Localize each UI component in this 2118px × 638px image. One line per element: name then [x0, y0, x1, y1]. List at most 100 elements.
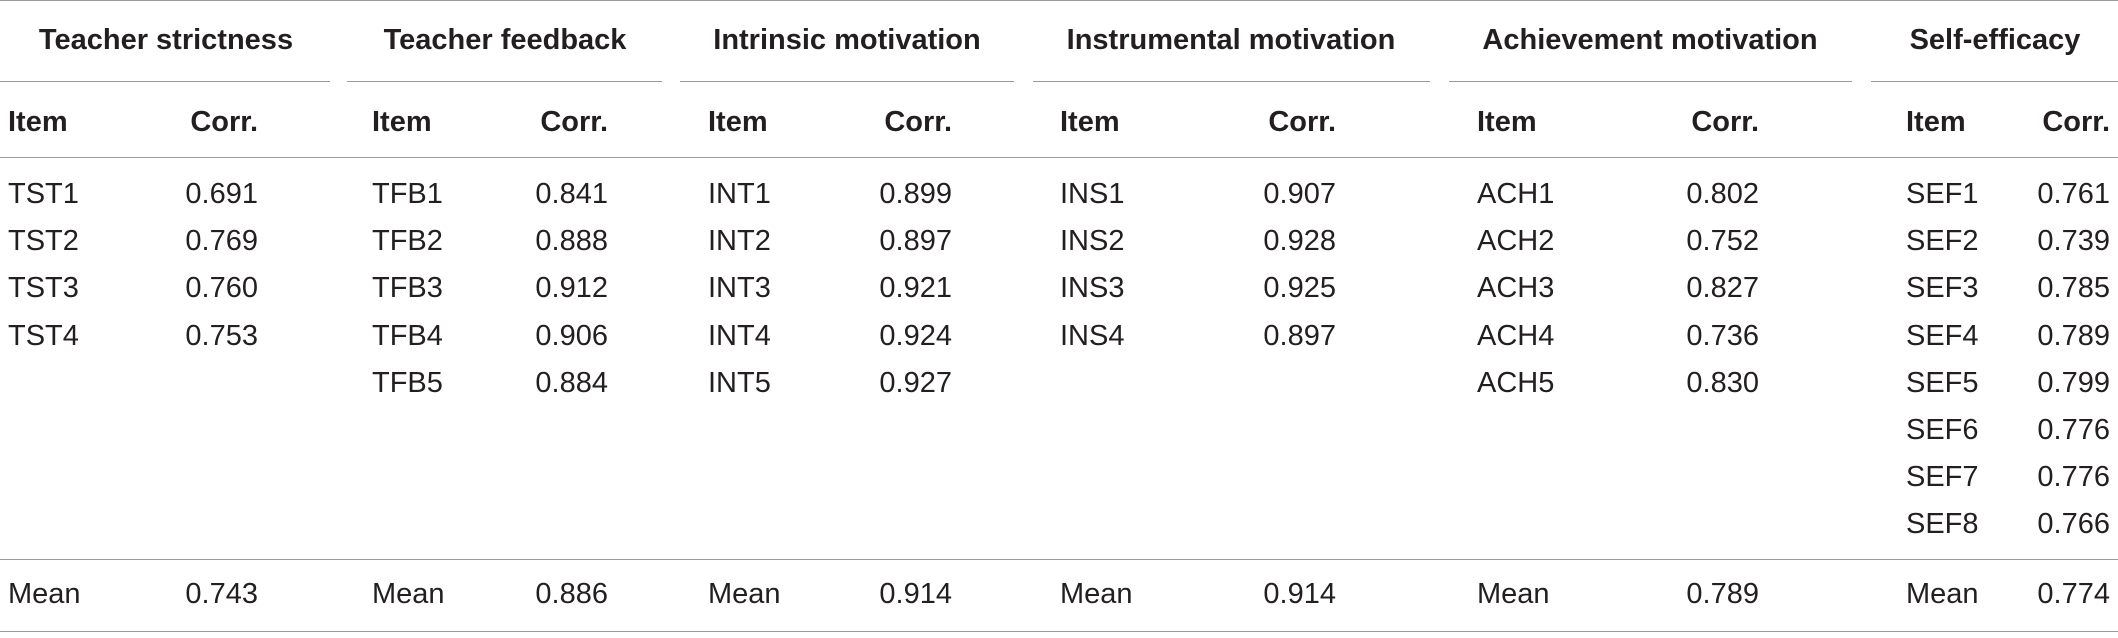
corr-cell: 0.739: [2037, 225, 2110, 257]
group-title: Achievement motivation: [1482, 24, 1818, 56]
item-cell: SEF6: [1906, 414, 1979, 446]
mean-label: Mean: [372, 578, 445, 610]
corr-cell: 0.884: [535, 367, 608, 399]
item-cell: INS1: [1060, 178, 1125, 210]
item-column-header: Item: [372, 106, 432, 138]
group-underline: [680, 81, 1014, 82]
item-cell: SEF3: [1906, 272, 1979, 304]
item-cell: TFB1: [372, 178, 443, 210]
corr-cell: 0.789: [2037, 320, 2110, 352]
corr-cell: 0.906: [535, 320, 608, 352]
body-rule: [0, 559, 2118, 560]
mean-value: 0.743: [185, 578, 258, 610]
mean-label: Mean: [1906, 578, 1979, 610]
corr-cell: 0.766: [2037, 508, 2110, 540]
mean-label: Mean: [708, 578, 781, 610]
item-cell: TST3: [8, 272, 79, 304]
group-underline: [1033, 81, 1430, 82]
corr-cell: 0.841: [535, 178, 608, 210]
corr-cell: 0.897: [1263, 320, 1336, 352]
corr-cell: 0.776: [2037, 414, 2110, 446]
group-title: Teacher strictness: [38, 24, 294, 56]
corr-cell: 0.830: [1686, 367, 1759, 399]
item-column-header: Item: [8, 106, 68, 138]
corr-cell: 0.802: [1686, 178, 1759, 210]
mean-label: Mean: [1060, 578, 1133, 610]
item-cell: INT2: [708, 225, 771, 257]
item-column-header: Item: [1060, 106, 1120, 138]
corr-cell: 0.799: [2037, 367, 2110, 399]
item-cell: ACH5: [1477, 367, 1555, 399]
bottom-rule: [0, 631, 2118, 632]
group-title: Teacher feedback: [383, 24, 627, 56]
item-cell: INS3: [1060, 272, 1125, 304]
item-cell: ACH2: [1477, 225, 1555, 257]
item-cell: TST2: [8, 225, 79, 257]
item-cell: INT5: [708, 367, 771, 399]
corr-cell: 0.888: [535, 225, 608, 257]
item-cell: ACH4: [1477, 320, 1555, 352]
corr-cell: 0.907: [1263, 178, 1336, 210]
mean-value: 0.886: [535, 578, 608, 610]
group-title: Instrumental motivation: [1066, 24, 1396, 56]
corr-cell: 0.925: [1263, 272, 1336, 304]
item-cell: SEF4: [1906, 320, 1979, 352]
item-cell: TFB4: [372, 320, 443, 352]
group-underline: [0, 81, 330, 82]
corr-cell: 0.927: [879, 367, 952, 399]
item-cell: INS4: [1060, 320, 1125, 352]
group-underline: [1871, 81, 2118, 82]
item-cell: TST4: [8, 320, 79, 352]
item-cell: TFB2: [372, 225, 443, 257]
group-title: Self-efficacy: [1909, 24, 2081, 56]
item-cell: SEF5: [1906, 367, 1979, 399]
group-title: Intrinsic motivation: [713, 24, 981, 56]
corr-cell: 0.912: [535, 272, 608, 304]
item-cell: SEF8: [1906, 508, 1979, 540]
mean-value: 0.774: [2037, 578, 2110, 610]
corr-column-header: Corr.: [2042, 106, 2110, 138]
item-column-header: Item: [1477, 106, 1537, 138]
mean-value: 0.789: [1686, 578, 1759, 610]
item-cell: INT1: [708, 178, 771, 210]
corr-cell: 0.899: [879, 178, 952, 210]
corr-cell: 0.776: [2037, 461, 2110, 493]
top-rule: [0, 0, 2118, 1]
corr-cell: 0.752: [1686, 225, 1759, 257]
corr-column-header: Corr.: [1691, 106, 1759, 138]
item-cell: ACH1: [1477, 178, 1555, 210]
corr-cell: 0.691: [185, 178, 258, 210]
item-cell: INT4: [708, 320, 771, 352]
corr-column-header: Corr.: [540, 106, 608, 138]
corr-cell: 0.753: [185, 320, 258, 352]
group-underline: [347, 81, 662, 82]
item-cell: SEF2: [1906, 225, 1979, 257]
item-cell: INT3: [708, 272, 771, 304]
corr-cell: 0.921: [879, 272, 952, 304]
item-column-header: Item: [708, 106, 768, 138]
corr-cell: 0.761: [2037, 178, 2110, 210]
corr-cell: 0.897: [879, 225, 952, 257]
mean-value: 0.914: [879, 578, 952, 610]
corr-column-header: Corr.: [884, 106, 952, 138]
corr-cell: 0.760: [185, 272, 258, 304]
mean-value: 0.914: [1263, 578, 1336, 610]
corr-cell: 0.736: [1686, 320, 1759, 352]
corr-cell: 0.928: [1263, 225, 1336, 257]
header-rule: [0, 157, 2118, 158]
item-cell: TFB3: [372, 272, 443, 304]
item-cell: TST1: [8, 178, 79, 210]
item-cell: SEF7: [1906, 461, 1979, 493]
item-cell: TFB5: [372, 367, 443, 399]
corr-column-header: Corr.: [190, 106, 258, 138]
corr-cell: 0.827: [1686, 272, 1759, 304]
corr-cell: 0.769: [185, 225, 258, 257]
corr-cell: 0.924: [879, 320, 952, 352]
item-column-header: Item: [1906, 106, 1966, 138]
corr-cell: 0.785: [2037, 272, 2110, 304]
group-underline: [1449, 81, 1852, 82]
corr-column-header: Corr.: [1268, 106, 1336, 138]
mean-label: Mean: [8, 578, 81, 610]
item-cell: ACH3: [1477, 272, 1555, 304]
